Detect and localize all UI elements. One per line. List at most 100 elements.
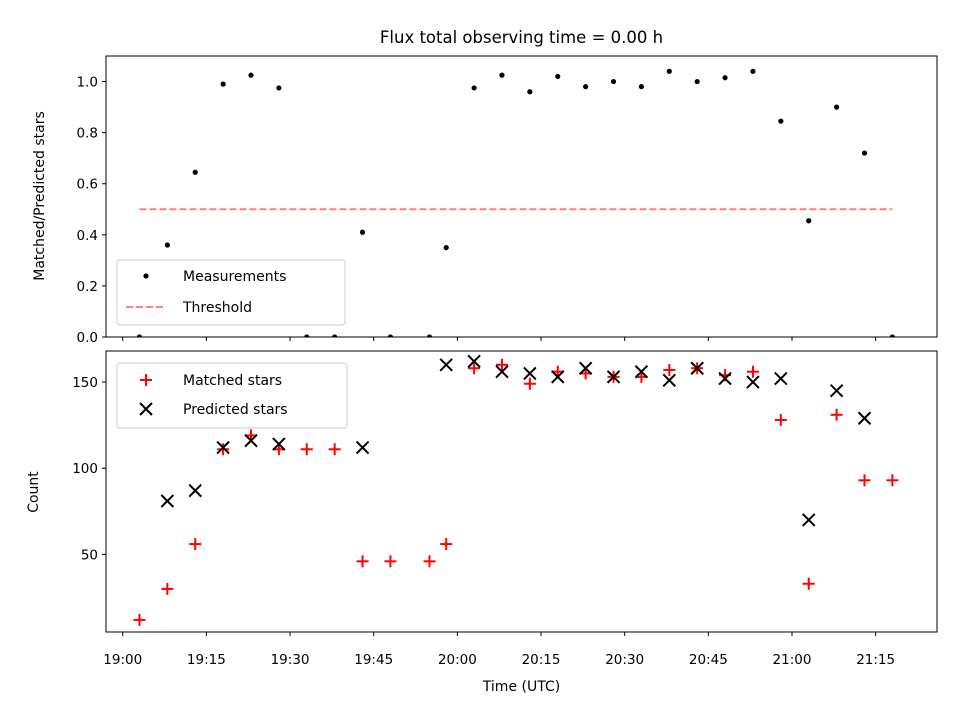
predicted-star-point: [857, 411, 872, 425]
legend-matched-marker: [140, 374, 152, 386]
matched-star-point: [423, 555, 436, 568]
legend-matched-label: Matched stars: [183, 373, 282, 389]
predicted-star-point: [244, 433, 258, 448]
measurement-point: [610, 78, 617, 85]
predicted-star-point: [578, 361, 593, 375]
predicted-stars-series: [160, 354, 872, 527]
matched-star-point: [468, 362, 481, 375]
legend-predicted-label: Predicted stars: [183, 402, 288, 418]
predicted-star-point: [495, 364, 509, 379]
predicted-star-point: [662, 373, 677, 388]
predicted-star-point: [272, 437, 286, 451]
matched-star-point: [356, 555, 369, 568]
top-ytick-label: 0.2: [77, 279, 98, 295]
matched-star-point: [523, 377, 536, 390]
top-axes-frame: [105, 55, 938, 338]
bottom-legend-box: [116, 362, 348, 429]
top-legend: Measurements Threshold: [116, 259, 346, 326]
top-ytick-label: 0.4: [77, 228, 98, 244]
measurements-series: [136, 68, 895, 337]
matched-star-point: [161, 582, 174, 595]
measurement-point: [555, 73, 561, 80]
top-y-axis-label: Matched/Predicted stars: [32, 111, 48, 281]
matched-star-point: [774, 413, 787, 426]
predicted-star-point: [746, 375, 760, 389]
xtick-label: 19:30: [271, 652, 310, 668]
predicted-star-point: [216, 440, 230, 455]
predicted-star-point: [439, 358, 453, 372]
measurement-point: [583, 84, 589, 90]
bottom-y-ticks: 50 100 150: [72, 375, 106, 563]
top-ytick-label: 0.0: [77, 330, 98, 346]
predicted-star-point: [551, 370, 565, 384]
top-plot-area: [136, 68, 895, 337]
bottom-panel: Count Time (UTC) 50 100 150 19:00 19:15 19:3…: [26, 350, 938, 695]
measurement-point: [426, 334, 433, 337]
bottom-plot-area: [133, 354, 899, 626]
predicted-star-point: [160, 494, 175, 508]
xtick-label: 19:15: [187, 652, 226, 668]
measurement-point: [136, 334, 143, 337]
measurement-point: [834, 104, 840, 110]
measurement-point: [192, 169, 198, 175]
bottom-ytick-label: 50: [81, 547, 98, 563]
measurement-point: [778, 118, 784, 124]
matched-star-point: [746, 365, 759, 378]
legend-measurements-label: Measurements: [183, 269, 286, 285]
xtick-label: 21:15: [856, 652, 895, 668]
bottom-ytick-label: 100: [72, 461, 98, 477]
predicted-star-point: [467, 354, 481, 369]
top-y-ticks: 0.0 0.2 0.4 0.6 0.8 1.0: [77, 75, 106, 346]
chart-title: Flux total observing time = 0.00 h: [380, 28, 663, 47]
measurement-point: [471, 85, 477, 91]
measurement-point: [248, 72, 254, 78]
matched-star-point: [886, 474, 899, 487]
measurement-point: [527, 89, 533, 95]
matched-star-point: [384, 555, 397, 568]
measurement-point: [861, 150, 868, 156]
measurement-point: [889, 334, 895, 337]
predicted-star-point: [606, 370, 621, 384]
matched-star-point: [495, 358, 508, 371]
matched-star-point: [802, 577, 815, 590]
measurement-point: [359, 229, 366, 235]
predicted-star-point: [802, 513, 816, 527]
measurement-point: [666, 68, 672, 74]
xtick-label: 19:45: [354, 652, 393, 668]
matched-stars-series: [133, 358, 899, 626]
measurement-point: [220, 81, 226, 87]
measurement-point: [499, 72, 505, 78]
xtick-label: 20:00: [438, 652, 477, 668]
matched-star-point: [858, 474, 871, 487]
xtick-label: 19:00: [103, 652, 142, 668]
top-legend-box: [116, 259, 346, 326]
matched-star-point: [663, 363, 676, 376]
matched-star-point: [133, 613, 146, 626]
predicted-star-point: [829, 383, 844, 398]
matched-star-point: [217, 443, 230, 456]
legend-measurements-marker: [143, 273, 149, 279]
predicted-star-point: [774, 371, 788, 386]
predicted-star-point: [523, 366, 537, 381]
bottom-x-ticks: 19:00 19:15 19:30 19:45 20:00 20:15 20:30 20:45…: [103, 632, 895, 668]
top-ytick-label: 1.0: [77, 75, 98, 91]
top-ytick-label: 0.8: [77, 126, 98, 142]
matched-star-point: [440, 538, 453, 551]
matched-star-point: [328, 443, 341, 456]
measurement-point: [164, 242, 170, 248]
predicted-star-point: [718, 371, 732, 386]
measurement-point: [276, 85, 282, 91]
bottom-y-axis-label: Count: [26, 471, 42, 513]
xtick-label: 20:30: [605, 652, 644, 668]
measurement-point: [387, 334, 394, 337]
measurement-point: [638, 84, 645, 90]
measurement-point: [443, 244, 449, 251]
xtick-label: 21:00: [773, 652, 812, 668]
xtick-label: 20:45: [689, 652, 728, 668]
predicted-star-point: [634, 364, 649, 379]
top-panel: Flux total observing time = 0.00 h Match…: [32, 28, 938, 346]
measurement-point: [332, 334, 338, 337]
predicted-star-point: [188, 483, 202, 498]
predicted-star-point: [355, 440, 370, 455]
